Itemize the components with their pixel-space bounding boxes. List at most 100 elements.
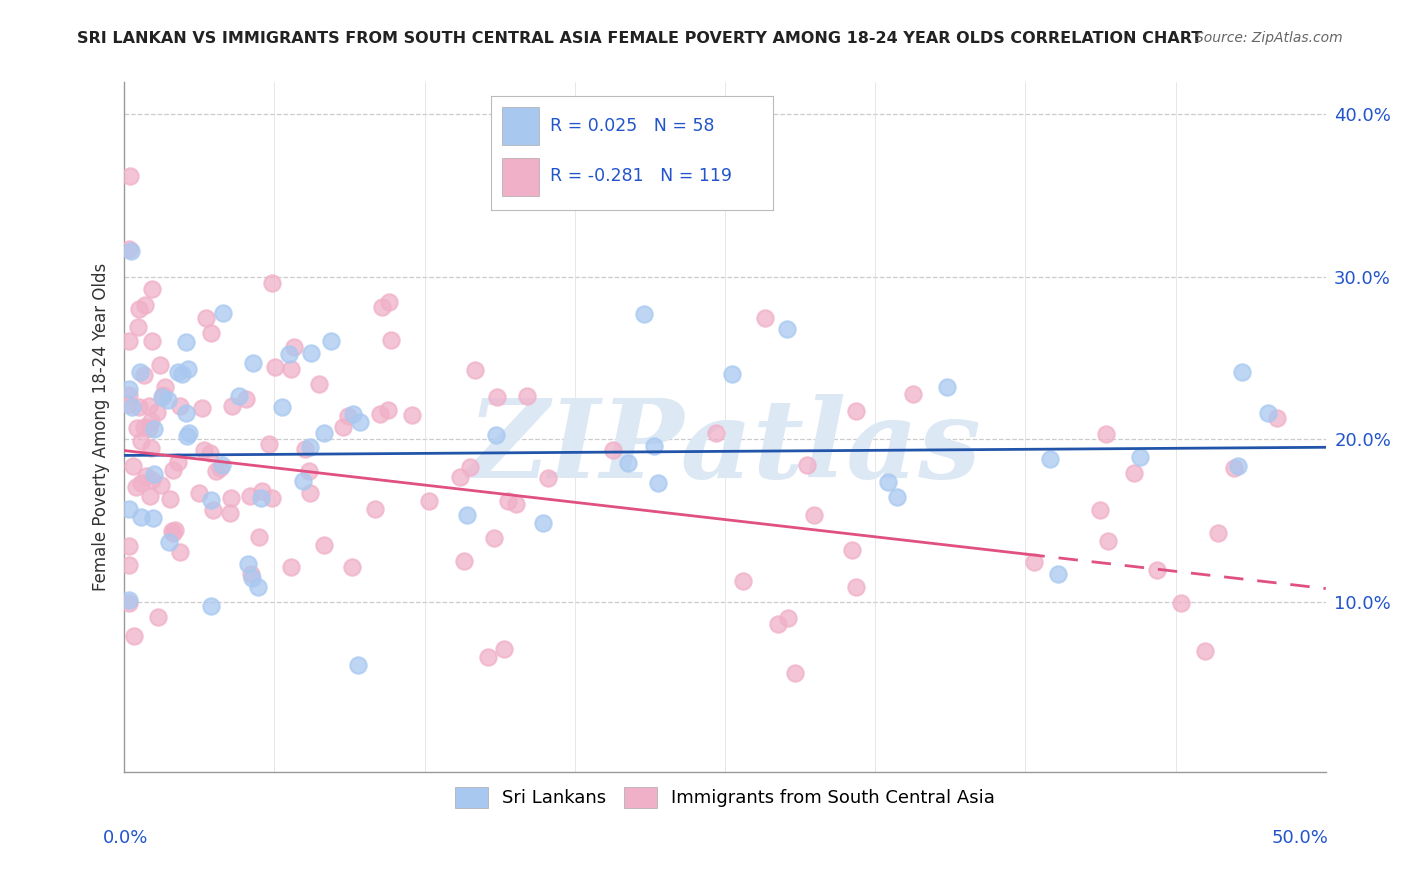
Point [141, 283, 163, 297]
Point [204, 464, 226, 478]
Point [1223, 461, 1246, 475]
Point [128, 401, 150, 415]
Point [152, 388, 174, 402]
Point [1129, 450, 1152, 464]
Point [162, 463, 184, 477]
Point [247, 580, 270, 594]
Point [633, 307, 655, 321]
Point [704, 425, 727, 440]
Point [118, 502, 141, 516]
Point [129, 434, 152, 449]
Point [240, 567, 263, 582]
Point [616, 456, 638, 470]
Point [776, 611, 799, 625]
Point [602, 442, 624, 457]
Point [219, 506, 242, 520]
Point [298, 486, 321, 500]
Point [841, 542, 863, 557]
Point [332, 420, 354, 434]
Point [139, 489, 162, 503]
Point [250, 484, 273, 499]
Point [349, 415, 371, 429]
Point [1046, 566, 1069, 581]
Point [401, 408, 423, 422]
Point [342, 407, 364, 421]
Point [149, 358, 172, 372]
Point [482, 531, 505, 545]
Point [277, 347, 299, 361]
Point [162, 526, 184, 541]
Point [139, 441, 162, 455]
Point [177, 362, 200, 376]
Point [312, 425, 335, 440]
Point [505, 497, 527, 511]
Y-axis label: Female Poverty Among 18-24 Year Olds: Female Poverty Among 18-24 Year Olds [93, 263, 110, 591]
Point [458, 459, 481, 474]
Point [134, 368, 156, 382]
Point [247, 530, 270, 544]
Point [167, 365, 190, 379]
Point [124, 629, 146, 643]
Point [260, 277, 283, 291]
Point [768, 617, 790, 632]
Point [118, 593, 141, 607]
Point [1088, 503, 1111, 517]
Point [194, 311, 217, 326]
Point [172, 368, 194, 382]
Point [146, 405, 169, 419]
Point [271, 400, 294, 414]
Point [785, 666, 807, 681]
Point [337, 409, 360, 424]
Point [643, 439, 665, 453]
Point [364, 502, 387, 516]
Point [845, 580, 868, 594]
Point [1226, 459, 1249, 474]
Point [118, 383, 141, 397]
Point [1206, 525, 1229, 540]
Point [209, 461, 232, 475]
Point [118, 558, 141, 573]
Point [754, 311, 776, 326]
Point [299, 440, 322, 454]
Point [456, 508, 478, 522]
Point [531, 516, 554, 531]
Point [169, 545, 191, 559]
Point [1122, 467, 1144, 481]
Point [294, 442, 316, 457]
Point [346, 657, 368, 672]
Point [219, 491, 242, 506]
Point [370, 407, 392, 421]
Point [1024, 555, 1046, 569]
Point [212, 306, 235, 320]
Point [1194, 643, 1216, 657]
Point [380, 333, 402, 347]
Point [118, 397, 141, 411]
Point [143, 467, 166, 481]
Point [371, 300, 394, 314]
Point [221, 399, 243, 413]
Point [496, 493, 519, 508]
Point [796, 458, 818, 472]
Point [128, 302, 150, 317]
Point [299, 346, 322, 360]
Point [264, 360, 287, 375]
Point [647, 475, 669, 490]
Point [125, 421, 148, 435]
Point [179, 425, 201, 440]
Point [118, 596, 141, 610]
Point [157, 534, 180, 549]
Point [240, 571, 263, 585]
Point [118, 334, 141, 349]
Legend: Sri Lankans, Immigrants from South Central Asia: Sri Lankans, Immigrants from South Centr… [447, 780, 1002, 814]
Point [146, 609, 169, 624]
Point [238, 557, 260, 571]
Point [1039, 452, 1062, 467]
Point [845, 403, 868, 417]
Point [377, 403, 399, 417]
Text: Source: ZipAtlas.com: Source: ZipAtlas.com [1195, 31, 1343, 45]
Point [141, 334, 163, 348]
Point [257, 437, 280, 451]
Point [298, 464, 321, 478]
Point [120, 169, 142, 184]
Point [803, 508, 825, 522]
